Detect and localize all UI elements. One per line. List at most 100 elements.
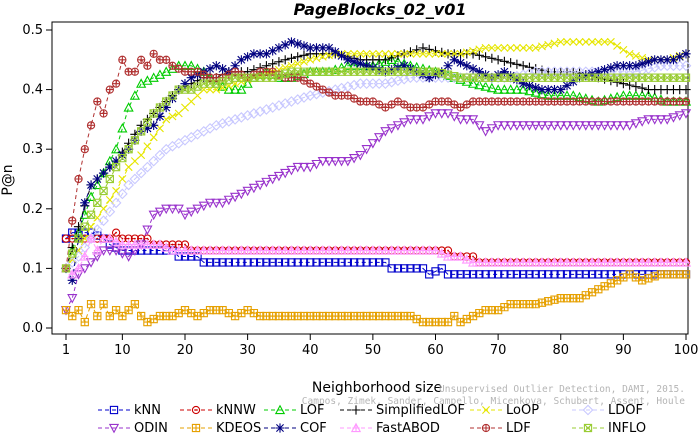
data-point-odin [637,117,648,127]
data-point-fastabod [317,245,328,255]
data-point-ldof [223,116,235,127]
data-point-kdeos [86,300,96,309]
data-point-loop [306,55,315,64]
data-point-fastabod [355,245,366,255]
data-point-ldof [98,215,109,227]
data-point-knn [299,258,309,267]
data-point-fastabod [267,245,278,255]
data-point-knn [569,270,578,279]
data-point-fastabod [248,245,259,255]
data-point-odin [430,109,441,119]
data-point-fastabod [430,245,441,255]
data-point-cof [186,73,196,83]
data-point-ldf [175,65,183,73]
data-point-fastabod [167,245,178,255]
data-point-knn [224,258,233,267]
data-point-cof [230,61,240,71]
data-point-simplifiedlof [274,57,284,67]
data-point-cof [543,85,553,95]
data-point-simplifiedlof [493,55,503,65]
data-point-knn [443,270,453,279]
data-point-loop [475,45,484,54]
data-point-knnw-dot [115,231,118,234]
data-point-lof [348,60,360,70]
data-point-cof [512,75,522,85]
data-point-odin [98,246,109,256]
data-point-odin [455,115,466,125]
data-point-knn [306,258,315,267]
plot-frame [51,21,689,335]
data-point-loop [437,49,446,58]
data-point-knn [199,258,208,267]
data-point-fastabod [223,245,234,255]
data-point-ldof [380,78,391,90]
data-point-fastabod [204,245,216,255]
data-point-fastabod [104,233,115,243]
data-point-fastabod [110,236,122,246]
data-point-knn [506,270,515,279]
data-point-odin [217,198,228,209]
data-point-kdeos [118,311,127,321]
series-line-fastabod [65,237,686,276]
data-point-loop [444,49,453,58]
data-point-loop [418,49,427,58]
y-tick-label-3: 0.3 [22,142,43,157]
y-axis-label: P@n [0,164,16,195]
data-point-simplifiedlof [487,53,497,63]
data-point-loop [519,43,528,52]
data-point-fastabod [311,245,322,255]
data-point-fastabod [574,257,585,267]
data-point-odin [505,121,516,131]
data-point-cof [562,81,572,91]
data-point-fastabod [455,251,466,261]
data-point-simplifiedlof [618,79,628,89]
data-point-fastabod [580,257,591,267]
data-point-odin [662,115,673,125]
data-point-fastabod [336,245,347,255]
data-point-loop [600,37,609,46]
data-point-lof [342,60,353,70]
data-point-cof [668,55,679,65]
data-point-ldof [292,94,304,105]
x-tick-label-60: 60 [427,343,444,358]
data-point-fastabod [605,257,616,267]
data-point-odin [424,112,435,122]
data-point-lof [486,82,497,93]
data-point-ldf [162,56,170,64]
data-point-ldf [130,67,140,76]
data-point-cof [524,81,535,91]
data-point-cof [111,156,121,166]
data-point-lof [380,56,391,66]
data-point-simplifiedlof [393,51,403,61]
legend-label-inflo: INFLO [608,421,646,434]
data-point-fastabod [586,257,598,267]
data-point-odin [417,115,429,125]
data-point-loop [581,37,590,46]
data-point-odin [480,127,491,137]
chart-title: PageBlocks_02_v01 [293,0,466,19]
legend-marker-knn [109,405,119,415]
data-point-ldof [304,90,316,101]
series-odin [60,109,692,316]
data-point-cof [455,58,466,68]
data-point-fastabod [593,257,604,267]
legend-item-ldf: LDF [470,421,531,436]
data-point-fastabod [367,245,378,255]
data-point-knn [562,270,572,279]
data-point-ldf [68,217,76,225]
data-point-ldof [129,173,141,185]
data-point-odin [630,119,642,129]
data-point-loop [556,37,565,46]
data-point-cof [506,71,516,81]
data-point-simplifiedlof [424,44,434,54]
data-point-fastabod [85,233,97,243]
data-point-odin [186,207,197,218]
data-point-odin [255,180,266,191]
data-point-odin [461,115,472,125]
data-point-ldof [135,167,147,179]
data-point-knn [205,258,215,267]
legend-marker-knnw [191,405,201,415]
data-point-loop [500,43,509,52]
data-point-fastabod [493,257,504,267]
data-point-odin [298,162,310,173]
